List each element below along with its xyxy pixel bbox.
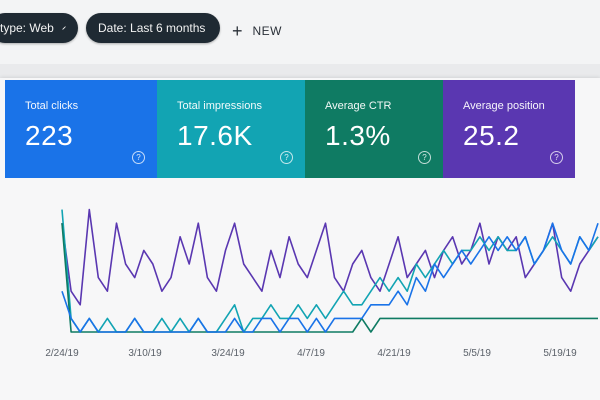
x-tick-label: 2/24/19 bbox=[45, 348, 79, 359]
x-tick-label: 4/7/19 bbox=[297, 348, 325, 359]
filter-chip-date-label: Date: Last 6 months bbox=[98, 21, 206, 35]
help-icon[interactable]: ? bbox=[132, 151, 145, 164]
help-icon[interactable]: ? bbox=[280, 151, 293, 164]
x-tick-label: 3/10/19 bbox=[128, 348, 162, 359]
filter-toolbar: type: Web Date: Last 6 months + NEW bbox=[0, 0, 600, 64]
metric-title: Total impressions bbox=[177, 100, 262, 112]
metric-value: 25.2 bbox=[463, 120, 520, 151]
x-tick-label: 5/5/19 bbox=[463, 348, 491, 359]
metric-card-total-impressions[interactable]: Total impressions 17.6K ? bbox=[157, 80, 305, 178]
series-line-1 bbox=[61, 208, 599, 306]
help-icon[interactable]: ? bbox=[550, 151, 563, 164]
series-line-2 bbox=[61, 209, 599, 333]
metric-card-average-position[interactable]: Average position 25.2 ? bbox=[443, 80, 575, 178]
filter-chip-type-label: type: Web bbox=[0, 21, 54, 35]
series-line-4 bbox=[61, 222, 599, 333]
plus-icon: + bbox=[232, 21, 243, 41]
filter-chip-type[interactable]: type: Web bbox=[0, 13, 78, 43]
metric-card-total-clicks[interactable]: Total clicks 223 ? bbox=[5, 80, 157, 178]
new-filter-label: NEW bbox=[252, 24, 283, 38]
metric-value: 17.6K bbox=[177, 120, 253, 151]
metric-title: Average CTR bbox=[325, 100, 392, 112]
x-tick-label: 5/19/19 bbox=[543, 348, 577, 359]
metric-card-average-ctr[interactable]: Average CTR 1.3% ? bbox=[305, 80, 443, 178]
pencil-icon[interactable] bbox=[62, 22, 66, 34]
metric-value: 223 bbox=[25, 120, 74, 151]
metric-title: Total clicks bbox=[25, 100, 79, 112]
metric-value: 1.3% bbox=[325, 120, 391, 151]
x-tick-label: 3/24/19 bbox=[211, 348, 245, 359]
help-icon[interactable]: ? bbox=[418, 151, 431, 164]
new-filter-button[interactable]: + NEW bbox=[232, 20, 282, 42]
filter-chip-date[interactable]: Date: Last 6 months bbox=[86, 13, 220, 43]
x-tick-label: 4/21/19 bbox=[377, 348, 411, 359]
metric-title: Average position bbox=[463, 100, 545, 112]
